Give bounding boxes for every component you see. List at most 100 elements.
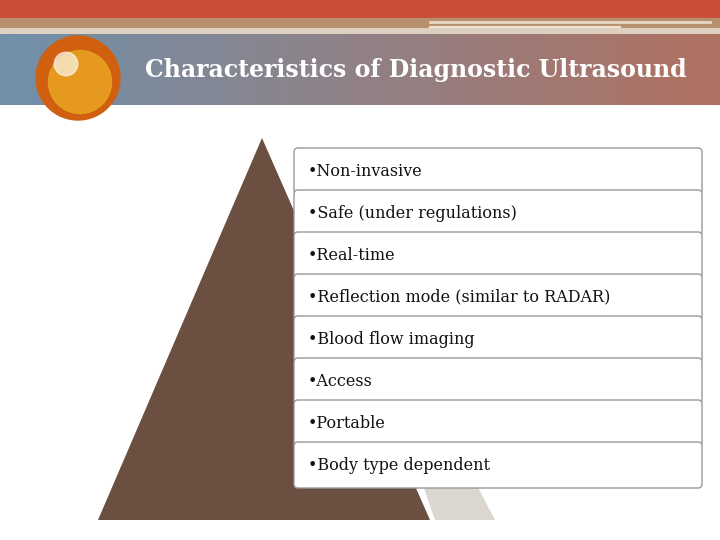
Circle shape <box>54 52 78 76</box>
Bar <box>279 34 289 105</box>
Bar <box>657 34 667 105</box>
Bar <box>144 34 154 105</box>
Bar <box>306 34 316 105</box>
Bar <box>621 34 631 105</box>
Bar <box>567 34 577 105</box>
Bar <box>540 34 550 105</box>
Bar <box>243 34 253 105</box>
FancyBboxPatch shape <box>294 190 702 236</box>
Bar <box>477 34 487 105</box>
Bar <box>693 34 703 105</box>
Circle shape <box>36 36 120 120</box>
Bar <box>9 34 19 105</box>
Bar <box>675 34 685 105</box>
Bar <box>594 34 604 105</box>
Polygon shape <box>317 178 495 520</box>
Bar <box>405 34 415 105</box>
Text: •Blood flow imaging: •Blood flow imaging <box>308 330 474 348</box>
Bar <box>315 34 325 105</box>
Bar <box>342 34 352 105</box>
Bar <box>261 34 271 105</box>
Bar <box>288 34 298 105</box>
Polygon shape <box>98 138 430 520</box>
Bar <box>27 34 37 105</box>
Bar <box>0 0 720 18</box>
Bar <box>387 34 397 105</box>
Bar <box>522 34 532 105</box>
Bar <box>171 34 181 105</box>
Bar <box>630 34 640 105</box>
Bar <box>162 34 172 105</box>
Bar <box>369 34 379 105</box>
Bar <box>360 34 370 105</box>
FancyBboxPatch shape <box>294 316 702 362</box>
FancyBboxPatch shape <box>294 274 702 320</box>
Bar <box>432 34 442 105</box>
Bar <box>351 34 361 105</box>
Bar <box>396 34 406 105</box>
Bar <box>216 34 226 105</box>
Bar <box>0 34 10 105</box>
Bar <box>189 34 199 105</box>
Bar <box>225 34 235 105</box>
Bar <box>585 34 595 105</box>
Bar <box>468 34 478 105</box>
Circle shape <box>48 51 112 113</box>
Bar <box>684 34 694 105</box>
Bar <box>612 34 622 105</box>
Bar <box>702 34 712 105</box>
Text: •Real-time: •Real-time <box>308 246 395 264</box>
Bar <box>576 34 586 105</box>
Text: •Reflection mode (similar to RADAR): •Reflection mode (similar to RADAR) <box>308 288 611 306</box>
Text: •Non-invasive: •Non-invasive <box>308 163 423 179</box>
Bar <box>495 34 505 105</box>
Text: •Access: •Access <box>308 373 373 389</box>
Text: Characteristics of Diagnostic Ultrasound: Characteristics of Diagnostic Ultrasound <box>145 57 687 82</box>
Bar <box>90 34 100 105</box>
Bar <box>180 34 190 105</box>
Bar <box>450 34 460 105</box>
Bar <box>486 34 496 105</box>
Bar <box>270 34 280 105</box>
Text: •Body type dependent: •Body type dependent <box>308 456 490 474</box>
Text: •Safe (under regulations): •Safe (under regulations) <box>308 205 517 221</box>
FancyBboxPatch shape <box>294 442 702 488</box>
Bar <box>666 34 676 105</box>
Bar <box>423 34 433 105</box>
Bar <box>378 34 388 105</box>
Bar <box>18 34 28 105</box>
Bar <box>504 34 514 105</box>
Bar <box>45 34 55 105</box>
Text: •Portable: •Portable <box>308 415 386 431</box>
Bar <box>711 34 720 105</box>
Bar <box>0 18 720 28</box>
Bar <box>108 34 118 105</box>
Bar <box>639 34 649 105</box>
Bar <box>72 34 82 105</box>
Bar <box>324 34 334 105</box>
Bar <box>459 34 469 105</box>
Bar <box>648 34 658 105</box>
FancyBboxPatch shape <box>294 148 702 194</box>
Bar <box>513 34 523 105</box>
FancyBboxPatch shape <box>294 358 702 404</box>
Bar <box>333 34 343 105</box>
Bar <box>603 34 613 105</box>
Bar <box>549 34 559 105</box>
Bar <box>558 34 568 105</box>
Bar <box>0 28 720 34</box>
FancyBboxPatch shape <box>294 400 702 446</box>
Bar <box>63 34 73 105</box>
Bar <box>198 34 208 105</box>
Bar <box>36 34 46 105</box>
Bar <box>81 34 91 105</box>
Bar <box>297 34 307 105</box>
Bar <box>135 34 145 105</box>
Bar <box>126 34 136 105</box>
Bar <box>54 34 64 105</box>
Bar <box>252 34 262 105</box>
Bar <box>99 34 109 105</box>
Bar <box>153 34 163 105</box>
Bar <box>414 34 424 105</box>
Bar <box>441 34 451 105</box>
